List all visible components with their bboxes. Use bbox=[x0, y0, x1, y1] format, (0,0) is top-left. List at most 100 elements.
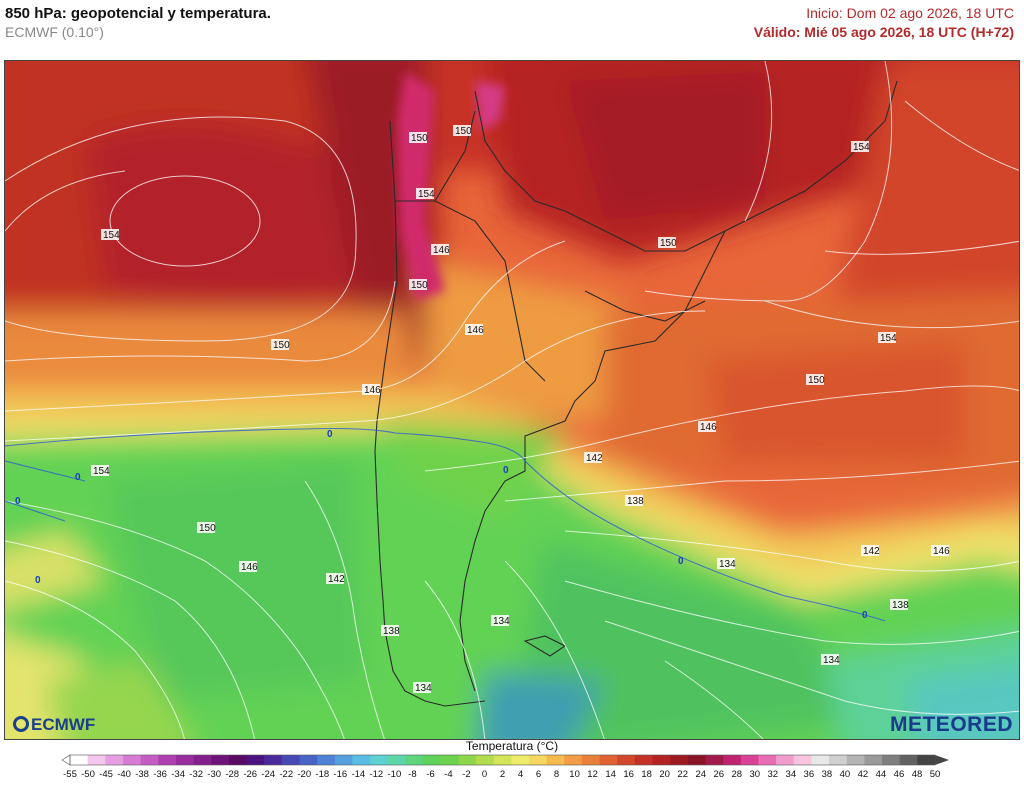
svg-text:138: 138 bbox=[627, 496, 644, 507]
svg-text:150: 150 bbox=[660, 238, 677, 249]
legend-swatch bbox=[264, 755, 283, 765]
contour-label: 142 bbox=[584, 452, 603, 464]
legend-swatch bbox=[670, 755, 689, 765]
svg-text:138: 138 bbox=[383, 626, 400, 637]
legend-swatch bbox=[917, 755, 936, 765]
legend-swatch bbox=[158, 755, 177, 765]
zero-label: 0 bbox=[862, 610, 868, 621]
legend-swatch bbox=[882, 755, 901, 765]
legend-swatch bbox=[564, 755, 583, 765]
legend-swatch bbox=[811, 755, 830, 765]
legend-swatch bbox=[829, 755, 848, 765]
legend-arrow-left bbox=[61, 754, 71, 766]
legend-tick-label: -36 bbox=[153, 769, 167, 780]
legend-swatch bbox=[899, 755, 918, 765]
legend-swatch bbox=[864, 755, 883, 765]
svg-text:150: 150 bbox=[199, 523, 216, 534]
legend-swatch bbox=[581, 755, 600, 765]
legend-swatch bbox=[211, 755, 230, 765]
contour-label: 150 bbox=[806, 374, 825, 386]
contour-label: 146 bbox=[431, 244, 450, 256]
svg-text:154: 154 bbox=[103, 230, 120, 241]
contour-label: 154 bbox=[851, 141, 870, 153]
contour-label: 150 bbox=[658, 237, 677, 249]
contour-label: 150 bbox=[409, 279, 428, 291]
svg-text:150: 150 bbox=[411, 133, 428, 144]
legend-tick-label: 42 bbox=[858, 769, 869, 780]
svg-text:142: 142 bbox=[328, 574, 345, 585]
ecmwf-logo-text: ECMWF bbox=[31, 715, 96, 734]
contour-label: 146 bbox=[931, 545, 950, 557]
legend-tick-label: 0 bbox=[482, 769, 487, 780]
contour-label: 142 bbox=[326, 573, 345, 585]
legend-swatch bbox=[175, 755, 194, 765]
ecmwf-logo-icon bbox=[13, 716, 29, 732]
legend-tick-label: 6 bbox=[536, 769, 541, 780]
zero-label: 0 bbox=[327, 429, 333, 440]
legend-swatch bbox=[846, 755, 865, 765]
legend-border bbox=[69, 754, 936, 766]
legend-swatch bbox=[334, 755, 353, 765]
contour-label: 146 bbox=[465, 324, 484, 336]
header-right: Inicio: Dom 02 ago 2026, 18 UTC Válido: … bbox=[754, 4, 1014, 41]
legend-tick-label: -24 bbox=[261, 769, 275, 780]
svg-text:154: 154 bbox=[880, 333, 897, 344]
legend-swatch bbox=[370, 755, 389, 765]
zero-isotherm bbox=[5, 427, 886, 622]
contour-label: 150 bbox=[271, 339, 290, 351]
contour-label: 138 bbox=[381, 625, 400, 637]
zero-label: 0 bbox=[75, 472, 81, 483]
legend-swatch bbox=[776, 755, 795, 765]
model-label: ECMWF (0.10°) bbox=[5, 24, 104, 40]
legend-swatch bbox=[317, 755, 336, 765]
legend-tick-label: 24 bbox=[695, 769, 706, 780]
legend-tick-label: 22 bbox=[677, 769, 688, 780]
weather-map[interactable]: 150 150 154 154 146 150 150 154 146 150 … bbox=[4, 60, 1020, 740]
legend-swatch bbox=[617, 755, 636, 765]
contour-label: 154 bbox=[101, 229, 120, 241]
legend-tick-label: -14 bbox=[351, 769, 365, 780]
legend-tick-label: -50 bbox=[81, 769, 95, 780]
legend-tick-label: -18 bbox=[315, 769, 329, 780]
legend-swatch bbox=[193, 755, 212, 765]
legend-swatch bbox=[281, 755, 300, 765]
legend-swatch bbox=[687, 755, 706, 765]
zero-label: 0 bbox=[503, 465, 509, 476]
contour-label: 146 bbox=[362, 384, 381, 396]
svg-text:146: 146 bbox=[433, 245, 450, 256]
legend-swatch bbox=[546, 755, 565, 765]
map-title: 850 hPa: geopotencial y temperatura. bbox=[5, 5, 271, 22]
svg-text:146: 146 bbox=[241, 562, 258, 573]
legend-tick-label: 48 bbox=[912, 769, 923, 780]
legend-tick-label: 44 bbox=[876, 769, 887, 780]
legend-tick-label: -12 bbox=[369, 769, 383, 780]
svg-text:154: 154 bbox=[93, 466, 110, 477]
svg-text:146: 146 bbox=[700, 422, 717, 433]
contour-label: 150 bbox=[197, 522, 216, 534]
legend-swatch bbox=[423, 755, 442, 765]
legend-swatch bbox=[299, 755, 318, 765]
contour-label: 138 bbox=[890, 599, 909, 611]
svg-text:146: 146 bbox=[364, 385, 381, 396]
legend-tick-label: 12 bbox=[587, 769, 598, 780]
legend-swatch bbox=[405, 755, 424, 765]
legend-tick-label: -26 bbox=[243, 769, 257, 780]
svg-text:146: 146 bbox=[933, 546, 950, 557]
legend-tick-label: 28 bbox=[731, 769, 742, 780]
legend-tick-label: -4 bbox=[444, 769, 452, 780]
temperature-legend: -55 -50 -45 -40 -38 -36 -34 -32 -30 -28 -26 -24 -22-… bbox=[61, 754, 949, 780]
contour-label: 146 bbox=[239, 561, 258, 573]
contour-label: 142 bbox=[861, 545, 880, 557]
legend-swatch bbox=[652, 755, 671, 765]
svg-text:142: 142 bbox=[586, 453, 603, 464]
legend-swatch bbox=[70, 755, 89, 765]
zero-label: 0 bbox=[35, 575, 41, 586]
legend-tick-label: 14 bbox=[605, 769, 616, 780]
legend-tick-label: 2 bbox=[500, 769, 505, 780]
legend-tick-label: 38 bbox=[822, 769, 833, 780]
legend-tick-label: 46 bbox=[894, 769, 905, 780]
contour-label: 154 bbox=[416, 188, 435, 200]
legend-tick-label: -30 bbox=[207, 769, 221, 780]
svg-text:154: 154 bbox=[418, 189, 435, 200]
legend-swatch bbox=[793, 755, 812, 765]
